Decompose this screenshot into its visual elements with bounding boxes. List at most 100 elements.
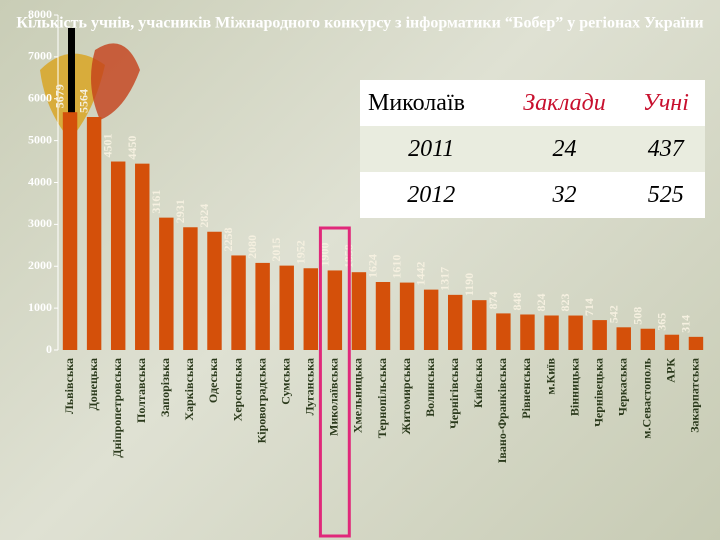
x-tick-label: Херсонська (230, 358, 244, 421)
x-tick-label: Полтавська (134, 358, 148, 423)
x-tick-label: Вінницька (567, 358, 581, 416)
x-tick-label: Рівненська (519, 358, 533, 419)
value-label: 2015 (269, 238, 283, 262)
x-tick-label: м.Київ (543, 357, 557, 394)
value-label: 874 (486, 291, 500, 309)
y-tick-label: 8000 (28, 7, 52, 21)
x-tick-label: Харківська (182, 358, 196, 421)
bar (303, 268, 318, 350)
bar (255, 262, 270, 350)
x-tick-label: Волинська (423, 358, 437, 417)
value-label: 848 (510, 292, 524, 310)
value-label: 2080 (245, 235, 259, 259)
bar (688, 336, 704, 350)
value-label: 2258 (221, 227, 235, 251)
table-header: Заклади (523, 89, 606, 116)
x-tick-label: Дніпропетровська (110, 358, 124, 458)
bar (62, 112, 78, 351)
x-tick-label: Закарпатська (688, 358, 702, 433)
table-cell: 2012 (407, 181, 456, 208)
y-tick-label: 3000 (28, 216, 52, 230)
value-label: 2931 (173, 199, 187, 223)
y-tick-label: 1000 (28, 300, 52, 314)
bar (207, 231, 222, 350)
bar (496, 313, 511, 350)
table-cell: 437 (647, 135, 684, 162)
x-tick-label: Запорізька (158, 358, 172, 417)
table-cell: 32 (552, 181, 577, 208)
bar (592, 320, 607, 350)
value-label: 508 (630, 307, 644, 325)
bar (159, 217, 174, 350)
value-label: 824 (534, 293, 548, 311)
x-tick-label: Львівська (62, 358, 76, 414)
table-header: Учні (642, 89, 689, 116)
bar (110, 161, 126, 350)
x-tick-label: АРК (664, 358, 678, 383)
y-tick-label: 5000 (28, 132, 52, 146)
table: Миколаїв Заклади Учні 2011 24 437 2012 32 525 (360, 80, 705, 218)
table-cell: 2011 (408, 135, 455, 162)
bar (327, 270, 343, 350)
chart-title: Кількість учнів, учасників Міжнародного … (16, 15, 703, 32)
x-tick-label: Чернігівська (447, 358, 461, 429)
value-label: 4501 (101, 134, 115, 158)
bar (640, 328, 656, 350)
bar (375, 281, 391, 350)
bar (568, 315, 583, 350)
bar (279, 265, 294, 350)
value-label: 714 (582, 298, 596, 316)
table-cell: 24 (552, 135, 577, 162)
value-label: 1610 (390, 255, 404, 279)
value-label: 1190 (462, 273, 476, 296)
bar (423, 289, 439, 350)
x-tick-label: Івано-Франківська (495, 358, 509, 463)
bar (86, 117, 102, 350)
value-label: 365 (654, 313, 668, 331)
x-tick-label: Житомирська (399, 358, 413, 434)
table-header: Миколаїв (368, 89, 465, 116)
bar (664, 334, 680, 350)
x-tick-label: Сумська (278, 358, 292, 405)
value-label: 1442 (414, 262, 428, 286)
bar (351, 272, 367, 350)
x-tick-label: м.Севастополь (640, 357, 654, 438)
bar (399, 282, 415, 350)
bar (135, 163, 150, 350)
value-label: 4450 (125, 136, 139, 160)
bar (544, 315, 559, 350)
bar (183, 227, 198, 350)
y-tick-label: 2000 (28, 258, 52, 272)
x-tick-label: Чернівецька (591, 358, 605, 427)
x-tick-label: Київська (471, 358, 485, 408)
x-tick-label: Луганська (303, 358, 317, 415)
x-tick-label: Донецька (86, 358, 100, 411)
highlight-box (318, 226, 351, 538)
value-label: 3161 (149, 190, 163, 214)
bar (448, 294, 463, 350)
x-tick-label: Хмельницька (351, 358, 365, 433)
value-label: 5564 (77, 89, 91, 113)
x-tick-label: Кіровоградська (254, 358, 268, 443)
y-tick-label: 4000 (28, 174, 52, 188)
value-label: 1624 (366, 254, 380, 278)
bar (616, 327, 631, 350)
y-tick-label: 6000 (28, 91, 52, 105)
bar (520, 314, 535, 350)
value-label: 314 (678, 315, 692, 333)
x-tick-label: Одеська (206, 358, 220, 403)
value-label: 1952 (293, 240, 307, 264)
y-tick-label: 0 (46, 342, 52, 356)
value-label: 823 (558, 294, 572, 312)
value-label: 542 (606, 305, 620, 323)
leaf-decoration (91, 43, 140, 121)
x-tick-label: Черкаська (615, 358, 629, 416)
bar (472, 300, 487, 350)
value-label: 2824 (197, 204, 211, 228)
x-tick-label: Миколаївська (327, 358, 341, 436)
bar (231, 255, 246, 350)
value-label: 1317 (438, 267, 452, 291)
x-tick-label: Тернопільська (375, 358, 389, 438)
table-cell: 525 (647, 181, 684, 208)
